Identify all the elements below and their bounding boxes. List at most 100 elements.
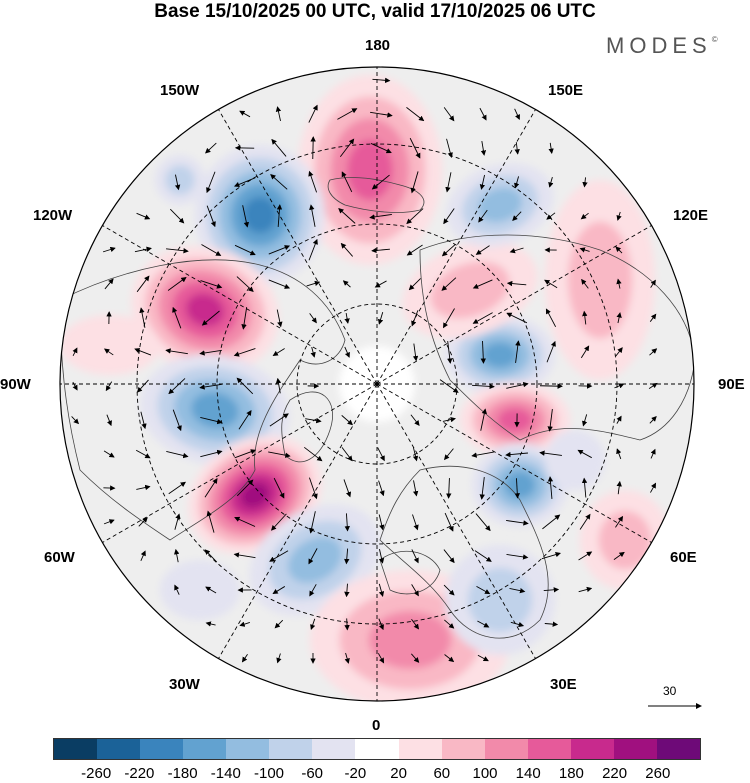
- wind-arrow: [135, 449, 151, 459]
- wind-arrow: [616, 278, 622, 289]
- wind-arrow: [268, 451, 291, 458]
- lon-label-90e: 90E: [718, 376, 745, 393]
- wind-arrow: [506, 553, 529, 560]
- chart-title: Base 15/10/2025 00 UTC, valid 17/10/2025…: [154, 1, 596, 22]
- wind-arrow: [369, 213, 392, 220]
- anomaly-contour: [240, 482, 270, 508]
- wind-arrow: [104, 278, 114, 290]
- colorbar-tick-label: -260: [81, 765, 112, 782]
- wind-arrow: [272, 586, 286, 595]
- wind-arrow: [206, 510, 215, 533]
- wind-arrow: [544, 621, 559, 627]
- wind-arrow: [236, 377, 254, 395]
- wind-arrow: [579, 247, 590, 253]
- colorbar-segment: [312, 739, 356, 759]
- wind-arrow: [370, 111, 393, 118]
- colorbar-tick-label: 100: [472, 765, 498, 782]
- wind-arrow: [409, 137, 421, 159]
- lon-label-150w: 150W: [160, 82, 200, 99]
- wind-arrow: [344, 312, 350, 324]
- wind-arrow: [276, 204, 283, 228]
- wind-arrow: [140, 550, 146, 562]
- wind-arrow: [276, 309, 283, 328]
- anomaly-field: [60, 75, 670, 701]
- wind-arrow: [548, 176, 554, 188]
- wind-arrow: [303, 446, 323, 462]
- wind-arrow: [308, 170, 318, 193]
- wind-arrow: [539, 450, 562, 456]
- lon-label-120w: 120W: [33, 207, 73, 224]
- wind-arrow: [615, 515, 624, 528]
- meridian-line: [376, 109, 536, 385]
- wind-arrow: [480, 340, 486, 364]
- wind-arrow: [506, 280, 527, 287]
- wind-arrow: [406, 244, 423, 256]
- wind-arrow: [616, 448, 622, 460]
- graticule: [60, 67, 694, 701]
- wind-arrow: [205, 586, 217, 594]
- wind-arrow: [308, 238, 318, 261]
- wind-arrow: [270, 174, 288, 190]
- wind-arrow: [274, 619, 284, 629]
- wind-arrow: [615, 246, 623, 254]
- wind-arrow: [615, 347, 623, 357]
- wind-arrow: [411, 310, 419, 327]
- wind-arrow: [378, 618, 384, 631]
- polar-map: [59, 66, 702, 709]
- wind-arrow: [103, 450, 115, 458]
- lon-label-120e: 120E: [673, 207, 709, 224]
- wind-arrow: [200, 280, 223, 289]
- wind-arrow: [134, 348, 152, 356]
- wind-arrow: [541, 551, 561, 560]
- coastline: [379, 465, 549, 639]
- wind-arrow: [515, 340, 521, 363]
- wind-arrow: [306, 280, 321, 287]
- wind-arrow: [103, 348, 114, 356]
- wind-arrow: [411, 653, 420, 663]
- wind-arrow: [342, 280, 351, 288]
- wind-arrow: [444, 512, 454, 532]
- wind-arrow: [201, 244, 222, 256]
- coastline: [419, 234, 694, 441]
- colorbar-segment: [54, 739, 98, 759]
- wind-arrow: [308, 477, 318, 500]
- wind-arrow: [616, 211, 622, 221]
- wind-arrow: [444, 448, 454, 461]
- wind-arrow: [613, 551, 625, 560]
- wind-arrow: [344, 618, 350, 631]
- anomaly-contour: [60, 315, 160, 375]
- wind-arrow: [134, 246, 152, 253]
- wind-arrow: [172, 306, 182, 329]
- wind-arrow: [106, 414, 112, 427]
- anomaly-contour: [243, 196, 277, 234]
- colorbar-tick-label: -180: [167, 765, 198, 782]
- lon-label-150e: 150E: [548, 82, 584, 99]
- lon-label-60w: 60W: [44, 549, 75, 566]
- wind-arrow: [411, 549, 419, 564]
- wind-arrow: [170, 208, 185, 224]
- wind-arrow: [580, 345, 590, 359]
- wind-arrow: [650, 279, 656, 288]
- wind-arrow: [616, 312, 622, 324]
- meridian-line: [102, 383, 378, 543]
- wind-arrow: [273, 477, 285, 499]
- wind-arrow: [199, 383, 222, 390]
- wind-arrow: [275, 377, 282, 394]
- wind-arrow: [200, 449, 223, 458]
- wind-arrow: [480, 140, 487, 156]
- anomaly-contour: [368, 611, 452, 669]
- wind-arrow: [341, 447, 353, 462]
- wind-arrow: [344, 346, 350, 358]
- wind-arrow: [506, 381, 529, 389]
- wind-arrow: [341, 171, 353, 193]
- anomaly-contour: [477, 187, 523, 223]
- wind-arrow: [167, 276, 187, 291]
- wind-arrow: [443, 107, 455, 122]
- wind-arrow: [344, 652, 350, 664]
- colorbar-tick-label: 220: [602, 765, 628, 782]
- wind-arrow: [340, 242, 353, 257]
- wind-arrow: [136, 379, 149, 393]
- wind-arrow: [371, 247, 390, 254]
- wind-arrow: [310, 618, 316, 631]
- wind-arrow: [475, 245, 490, 255]
